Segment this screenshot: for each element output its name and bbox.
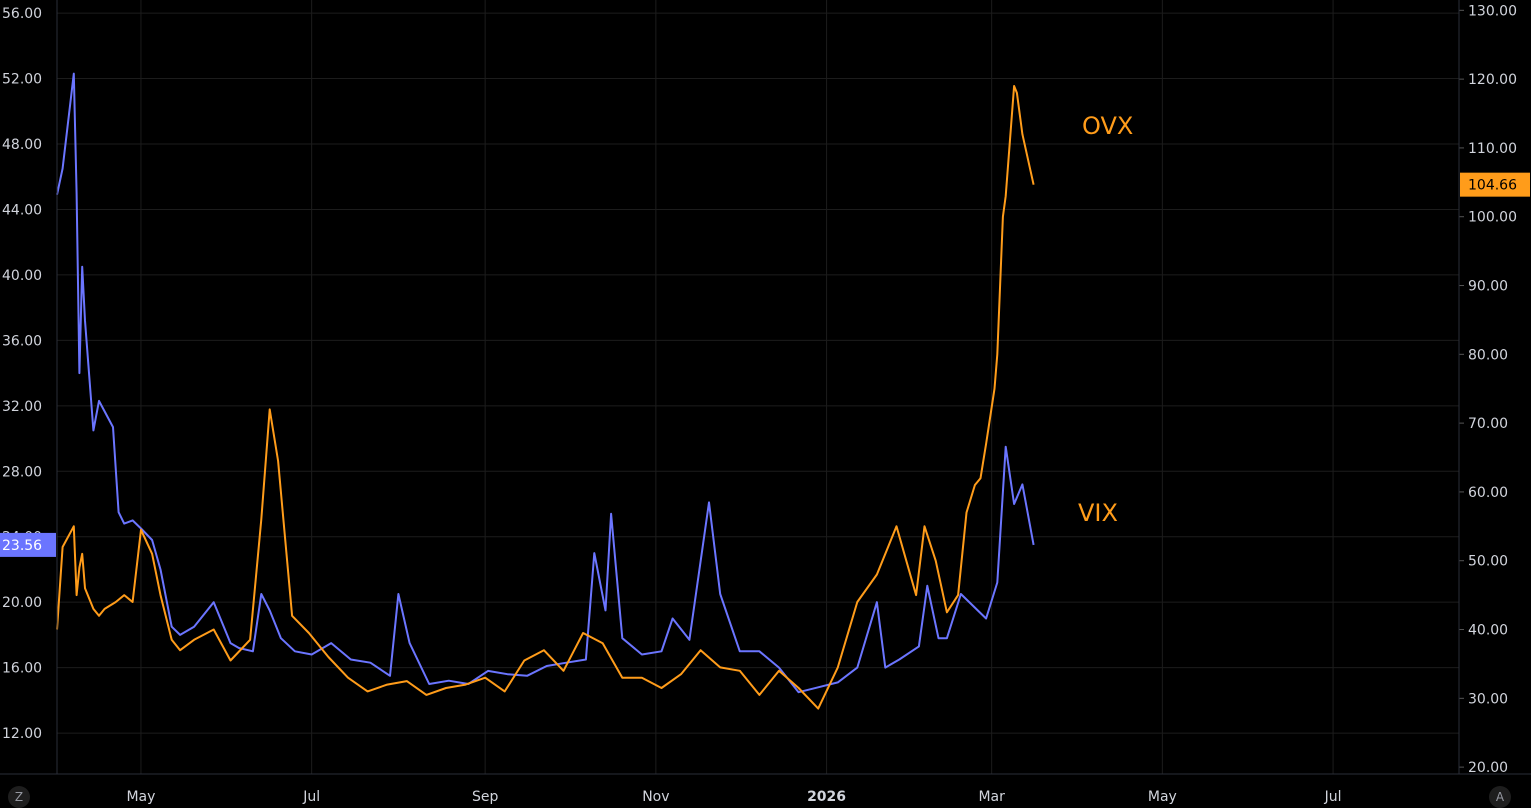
x-tick-label: Sep xyxy=(472,789,499,805)
vix-line xyxy=(56,72,1035,694)
vix-last-value-label: 23.56 xyxy=(2,538,42,554)
annotations: OVX VIX xyxy=(1078,112,1133,527)
right-tick-label: 120.00 xyxy=(1468,72,1517,88)
x-tick-label: Jul xyxy=(302,789,320,805)
ovx-line xyxy=(56,85,1035,710)
right-tick-label: 50.00 xyxy=(1468,554,1508,570)
left-tick-label: 44.00 xyxy=(2,202,42,218)
left-tick-label: 20.00 xyxy=(2,595,42,611)
series-lines xyxy=(56,72,1035,710)
right-tick-label: 80.00 xyxy=(1468,347,1508,363)
left-tick-label: 12.00 xyxy=(2,726,42,742)
right-tick-label: 110.00 xyxy=(1468,141,1517,157)
left-tick-label: 28.00 xyxy=(2,464,42,480)
timezone-button[interactable]: Z xyxy=(8,786,30,808)
left-tick-label: 16.00 xyxy=(2,661,42,677)
right-tick-label: 90.00 xyxy=(1468,279,1508,295)
x-tick-label: Jul xyxy=(1324,789,1342,805)
left-tick-label: 48.00 xyxy=(2,137,42,153)
right-tick-label: 40.00 xyxy=(1468,623,1508,639)
left-tick-label: 36.00 xyxy=(2,333,42,349)
right-tick-label: 100.00 xyxy=(1468,210,1517,226)
ovx-last-value-label: 104.66 xyxy=(1468,178,1517,194)
x-tick-label: Nov xyxy=(642,789,669,805)
right-tick-label: 20.00 xyxy=(1468,760,1508,776)
right-tick-label: 130.00 xyxy=(1468,3,1517,19)
ovx-annotation: OVX xyxy=(1082,112,1133,140)
x-tick-label: May xyxy=(126,789,155,805)
right-tick-label: 70.00 xyxy=(1468,416,1508,432)
left-tick-label: 56.00 xyxy=(2,6,42,22)
left-tick-label: 52.00 xyxy=(2,72,42,88)
x-tick-label: Mar xyxy=(978,789,1005,805)
left-tick-label: 40.00 xyxy=(2,268,42,284)
right-tick-label: 60.00 xyxy=(1468,485,1508,501)
vix-last-value-badge xyxy=(0,532,56,557)
auto-scale-button[interactable]: A xyxy=(1489,786,1511,808)
x-tick-label: 2026 xyxy=(807,789,846,805)
x-tick-label: May xyxy=(1148,789,1177,805)
right-tick-label: 30.00 xyxy=(1468,691,1508,707)
left-tick-label: 32.00 xyxy=(2,399,42,415)
grid-lines xyxy=(57,0,1459,774)
ovx-last-value-badge xyxy=(1460,172,1530,197)
vix-annotation: VIX xyxy=(1078,499,1118,527)
